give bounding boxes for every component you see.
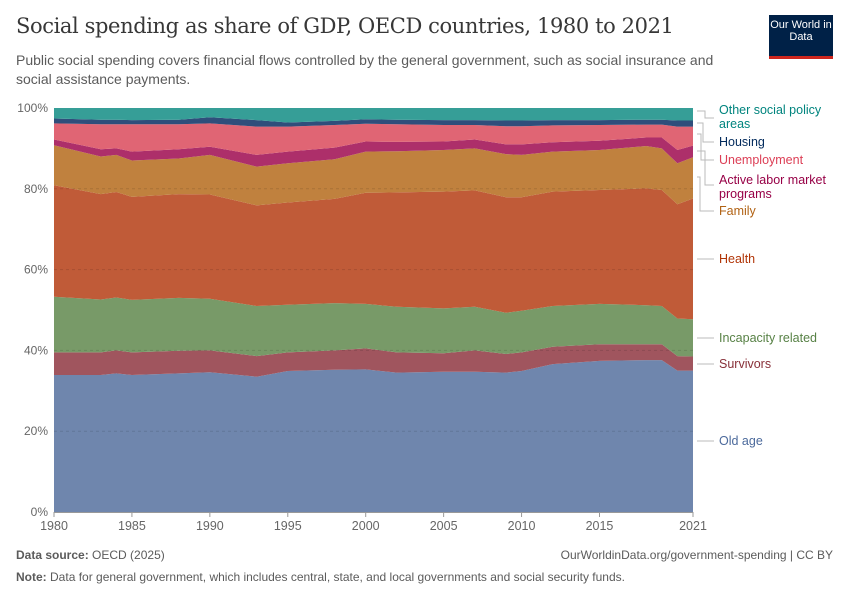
legend-almp[interactable]: Active labor market programs — [719, 173, 826, 201]
legend-connector-housing — [697, 122, 714, 143]
x-tick-label: 1985 — [118, 519, 146, 533]
legend-survivors[interactable]: Survivors — [719, 357, 772, 371]
x-tick-label: 1995 — [274, 519, 302, 533]
area-other-social-policy-areas[interactable] — [54, 108, 693, 123]
legend-almp-line1: Active labor market — [719, 173, 826, 187]
legend-other-line2: areas — [719, 117, 751, 131]
area-health[interactable] — [54, 185, 693, 320]
legend-connector-almp — [697, 150, 714, 186]
legend-old-age[interactable]: Old age — [719, 434, 763, 448]
x-tick-label: 1990 — [196, 519, 224, 533]
chart-subtitle: Public social spending covers financial … — [16, 52, 714, 87]
legend-other[interactable]: Other social policy areas — [719, 103, 821, 131]
note-value: Data for general government, which inclu… — [50, 570, 625, 584]
legend-family[interactable]: Family — [719, 204, 756, 218]
source-url[interactable]: OurWorldinData.org/government-spending |… — [560, 548, 833, 562]
area-active-labor-market-programs[interactable] — [54, 137, 693, 167]
data-source: Data source: OECD (2025) — [16, 548, 165, 562]
source-label: Data source: — [16, 548, 89, 562]
legend-other-line1: Other social policy — [719, 103, 822, 117]
y-tick-label: 20% — [24, 424, 48, 438]
area-family[interactable] — [54, 145, 693, 206]
note-label: Note: — [16, 570, 47, 584]
source-value[interactable]: OECD (2025) — [92, 548, 165, 562]
chart-note: Note: Data for general government, which… — [16, 570, 625, 584]
area-housing[interactable] — [54, 117, 693, 127]
legend-connector-family — [697, 176, 714, 212]
y-tick-label: 60% — [24, 263, 48, 277]
owid-logo[interactable]: Our World in Data — [769, 15, 833, 59]
x-tick-label: 2000 — [352, 519, 380, 533]
y-tick-label: 80% — [24, 182, 48, 196]
x-tick-label: 2021 — [679, 519, 707, 533]
x-tick-label: 2010 — [508, 519, 536, 533]
legend-unemployment[interactable]: Unemployment — [719, 153, 804, 167]
area-old-age[interactable] — [54, 360, 693, 512]
y-tick-label: 0% — [31, 505, 49, 519]
legend-health[interactable]: Health — [719, 252, 756, 266]
y-tick-label: 100% — [17, 101, 48, 115]
chart-title: Social spending as share of GDP, OECD co… — [16, 14, 674, 38]
legend-incapacity[interactable]: Incapacity related — [719, 331, 817, 345]
x-tick-label: 2015 — [586, 519, 614, 533]
logo-text: Our World in Data — [770, 19, 832, 43]
legend-housing[interactable]: Housing — [719, 135, 765, 149]
area-unemployment[interactable] — [54, 123, 693, 155]
y-tick-label: 40% — [24, 343, 48, 357]
legend-connector-other — [697, 110, 714, 119]
area-incapacity-related[interactable] — [54, 296, 693, 357]
x-tick-label: 2005 — [430, 519, 458, 533]
area-survivors[interactable] — [54, 344, 693, 377]
legend-almp-line2: programs — [719, 187, 772, 201]
x-tick-label: 1980 — [40, 519, 68, 533]
legend-connector-unemployment — [697, 133, 714, 161]
